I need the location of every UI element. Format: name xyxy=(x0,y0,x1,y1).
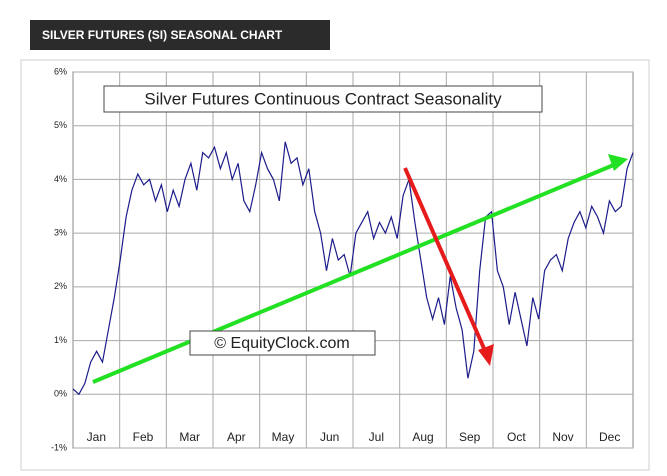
y-tick-label: 6% xyxy=(54,66,67,76)
header-box xyxy=(30,20,330,50)
annotation: © EquityClock.com xyxy=(214,335,349,352)
header-title: SILVER FUTURES (SI) SEASONAL CHART xyxy=(42,28,283,42)
y-tick-label: 0% xyxy=(54,389,67,399)
series-line xyxy=(72,141,634,396)
y-tick-label: 1% xyxy=(54,335,67,345)
green-arrow xyxy=(92,162,617,384)
y-tick-label: 5% xyxy=(54,120,67,130)
plot: -1% 0% 1% 2% 3% 4% 5% 6% Jan Feb Mar Apr May Jun Jul Au… xyxy=(51,66,634,452)
x-tick-label: Nov xyxy=(552,430,573,444)
x-tick-label: Sep xyxy=(459,430,481,444)
y-tick-label: -1% xyxy=(51,442,67,452)
x-tick-label: Jun xyxy=(320,430,339,444)
x-tick-label: Jan xyxy=(87,430,106,444)
arrows xyxy=(92,154,628,384)
x-tick-label: Mar xyxy=(179,430,200,444)
x-tick-label: Aug xyxy=(412,430,433,444)
x-tick-label: Apr xyxy=(227,430,246,444)
red-arrowhead xyxy=(478,344,494,366)
x-tick-label: May xyxy=(272,430,295,444)
green-arrowhead xyxy=(608,154,628,171)
annotation-box xyxy=(189,330,376,356)
red-arrow xyxy=(403,167,488,354)
y-tick-label: 2% xyxy=(54,281,67,291)
x-tick-label: Jul xyxy=(369,430,384,444)
x-tick-label: Feb xyxy=(133,430,154,444)
y-tick-label: 4% xyxy=(54,174,67,184)
x-tick-label: Dec xyxy=(599,430,620,444)
x-tick-label: Oct xyxy=(507,430,526,444)
chart-title: Silver Futures Continuous Contract Seaso… xyxy=(144,89,502,108)
y-tick-label: 3% xyxy=(54,228,67,238)
title-box xyxy=(103,85,543,113)
